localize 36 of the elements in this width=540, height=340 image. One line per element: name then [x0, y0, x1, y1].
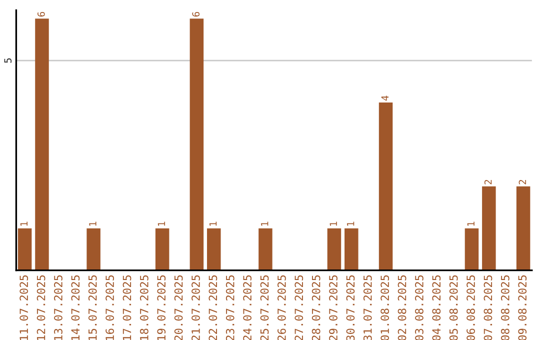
bar	[258, 228, 272, 270]
data-label: 2	[484, 180, 492, 184]
data-label: 1	[330, 222, 337, 226]
bar	[327, 228, 342, 270]
x-tick-label: 14.07.2025	[71, 275, 80, 340]
bar	[18, 228, 32, 270]
data-label: 1	[347, 222, 354, 226]
bar	[482, 186, 496, 270]
data-label: 2	[518, 180, 526, 184]
x-tick-label: 16.07.2025	[106, 275, 114, 340]
data-label: 1	[261, 222, 268, 226]
x-tick-label: 12.07.2025	[36, 275, 46, 340]
data-label: 1	[467, 222, 474, 226]
x-tick-label: 17.07.2025	[122, 275, 132, 340]
x-tick-label: 11.07.2025	[20, 275, 28, 340]
x-tick-label: 15.07.2025	[88, 275, 97, 340]
data-label: 1	[20, 222, 28, 226]
data-label: 1	[158, 222, 166, 226]
x-tick-label: 13.07.2025	[54, 275, 62, 340]
bar	[464, 228, 479, 270]
bar	[155, 228, 170, 270]
bar	[516, 186, 530, 270]
x-tick-label: 18.07.2025	[140, 275, 148, 340]
data-label: 1	[89, 222, 96, 226]
bar	[344, 228, 358, 270]
data-label: 4	[381, 96, 388, 101]
bar	[378, 102, 393, 270]
y-tick-label: 5	[4, 58, 12, 63]
data-label: 6	[37, 12, 45, 17]
bar	[190, 18, 204, 270]
data-label: 1	[210, 222, 217, 226]
bar	[35, 18, 49, 270]
x-tick-label: 19.07.2025	[157, 275, 166, 340]
bar	[86, 228, 100, 270]
bar	[207, 228, 221, 270]
data-label: 6	[192, 12, 200, 17]
